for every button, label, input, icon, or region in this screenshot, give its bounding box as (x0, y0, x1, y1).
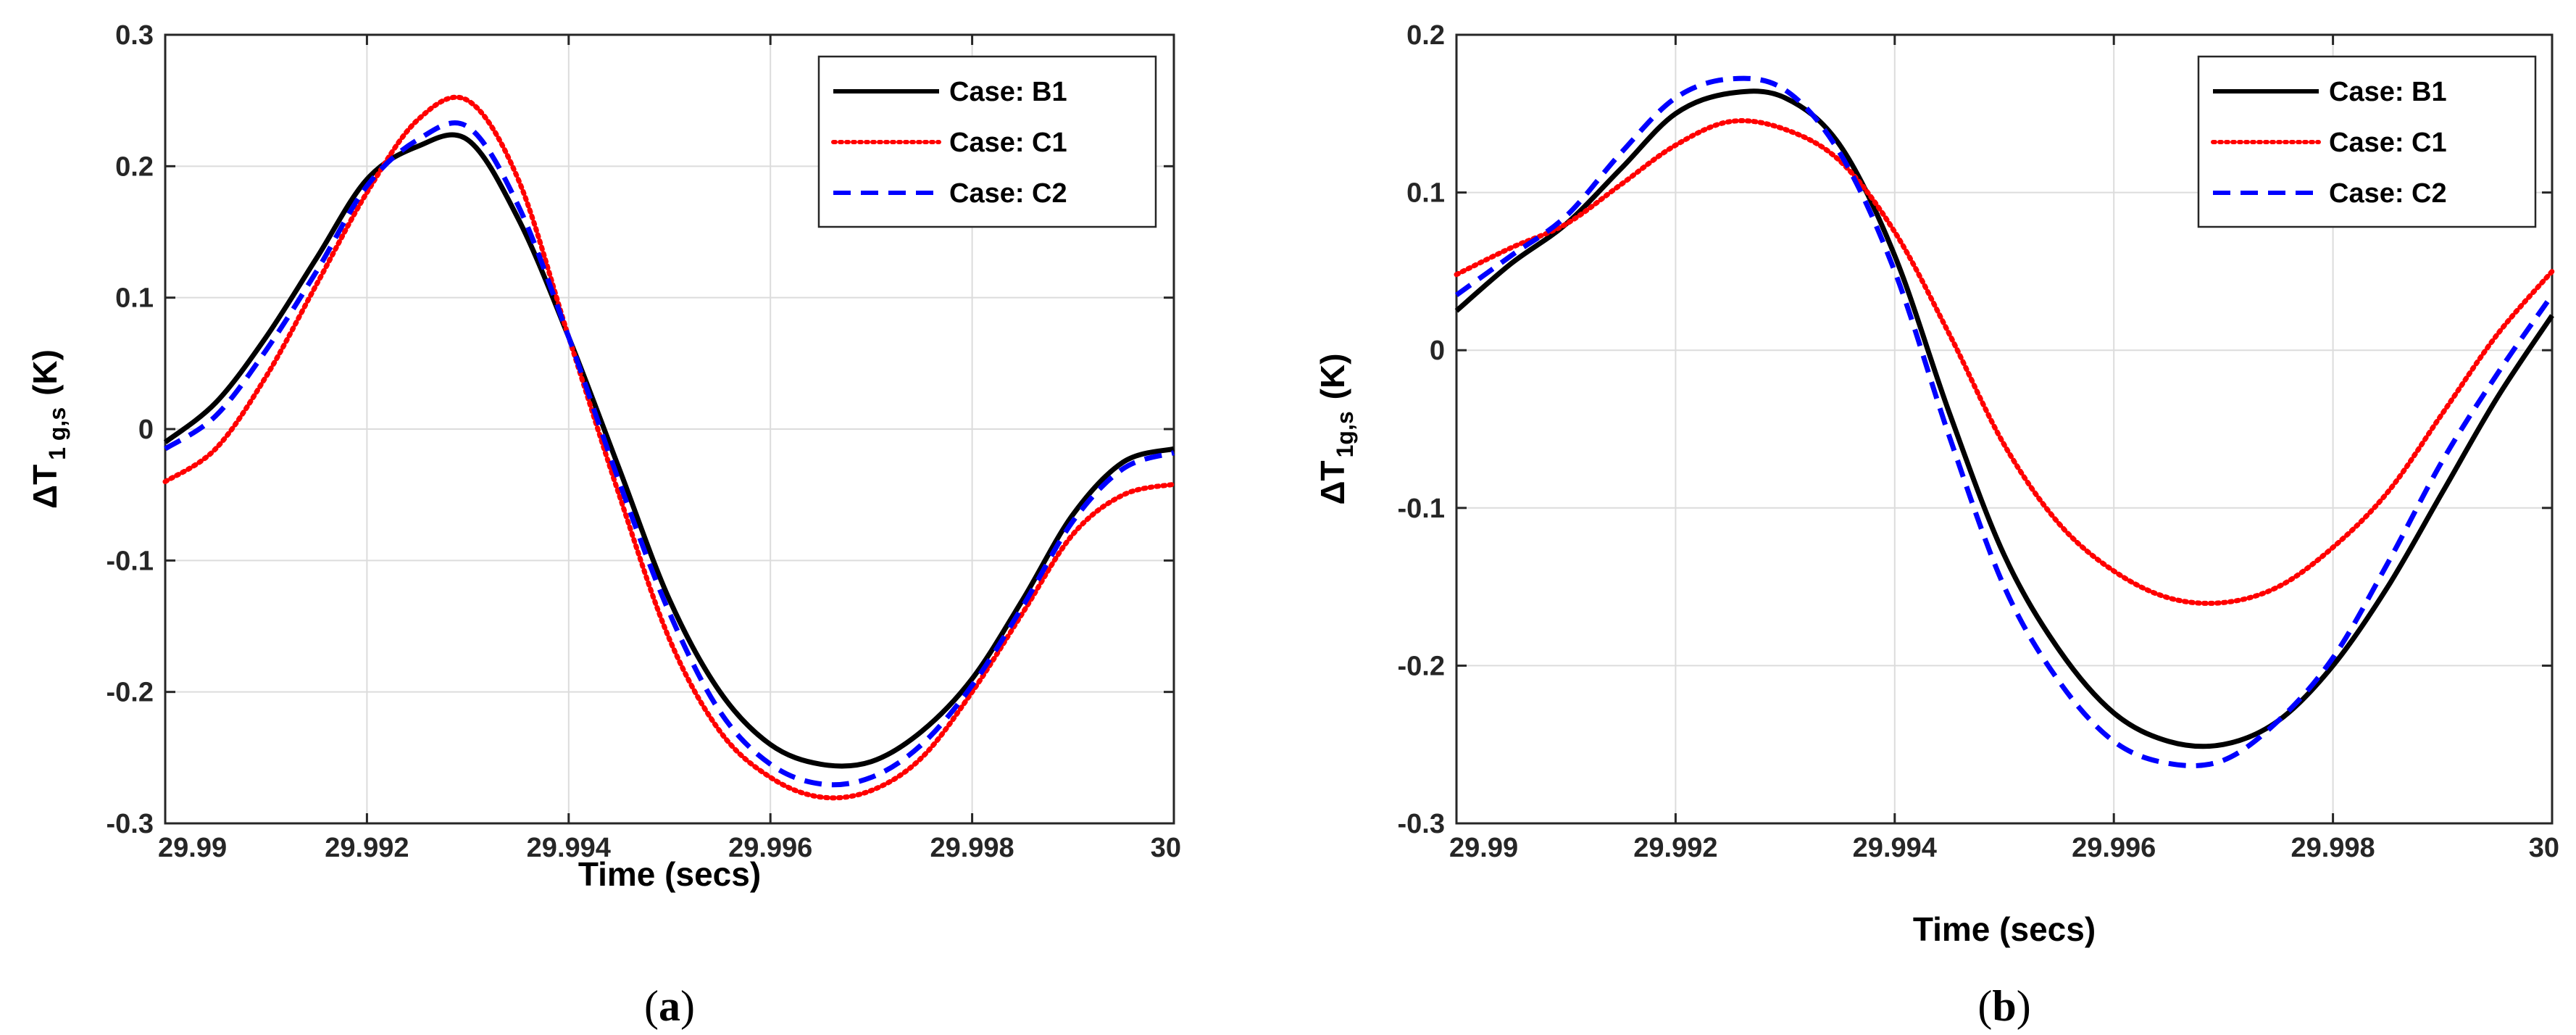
y-axis-label-sub-b: 1g,s (1332, 411, 1358, 457)
caption-b: (b) (1977, 982, 2030, 1030)
legend-label-c2-b: Case: C2 (2329, 178, 2447, 209)
series-line-case-c1-b (1454, 118, 2555, 606)
series-line-case-c2-a (164, 120, 1175, 788)
legend-a: Case: B1 Case: C1 Case: C2 (817, 55, 1157, 228)
x-tick-label-b: 29.994 (1853, 833, 1937, 863)
y-tick-label-b: 0.2 (1406, 20, 1445, 51)
series-group-b (1454, 75, 2555, 769)
series-line-case-b1-a (163, 132, 1175, 769)
ticks-b: 29.99 29.992 29.994 29.996 29.998 30 -0.3 -0.2 -… (1398, 20, 2559, 863)
y-tick-label-a: 0.2 (115, 151, 154, 182)
panel-b: 29.99 29.992 29.994 29.996 29.998 30 -0.3 -0.2 -… (1314, 20, 2559, 1030)
x-tick-label-b: 29.99 (1449, 833, 1518, 863)
x-axis-label-a: Time (secs) (578, 855, 761, 893)
legend-label-b1-b: Case: B1 (2329, 77, 2447, 107)
x-tick-label-b: 30 (2529, 833, 2559, 863)
grid-b (1456, 35, 2552, 823)
legend-label-c1-a: Case: C1 (949, 128, 1067, 158)
y-axis-label-main-b: ΔT (1314, 460, 1351, 504)
y-axis-label-sub-a: 1 g,s (44, 407, 70, 460)
y-tick-label-b: -0.1 (1398, 494, 1445, 524)
y-axis-label-unit-b: (K) (1314, 353, 1351, 399)
panel-a: 29.99 29.992 29.994 29.996 29.998 30 -0.3 -0.2 -… (26, 20, 1181, 1030)
y-tick-label-a: 0.1 (115, 283, 154, 314)
x-tick-label-b: 29.996 (2072, 833, 2156, 863)
x-tick-label-a: 30 (1151, 833, 1181, 863)
caption-a-open: ( (644, 982, 659, 1030)
y-tick-label-b: 0.1 (1406, 178, 1445, 209)
y-axis-label-main-a: ΔT (26, 465, 64, 509)
x-tick-label-a: 29.996 (728, 833, 812, 863)
x-tick-label-a: 29.998 (930, 833, 1014, 863)
x-tick-label-a: 29.994 (527, 833, 611, 863)
x-tick-label-a: 29.992 (325, 833, 409, 863)
caption-b-letter: b (1992, 982, 2016, 1030)
series-group-a (162, 94, 1177, 801)
y-axis-label-b: ΔT 1g,s (K) (1314, 353, 1358, 504)
series-line-case-c2-b (1454, 75, 2554, 769)
y-tick-label-a: 0 (138, 415, 154, 445)
x-tick-label-b: 29.998 (2291, 833, 2375, 863)
y-tick-label-a: -0.1 (107, 546, 154, 576)
legend-label-c1-b: Case: C1 (2329, 128, 2447, 158)
series-line-case-c1-a (162, 94, 1177, 801)
x-tick-label-b: 29.992 (1633, 833, 1717, 863)
x-axis-label-b: Time (secs) (1913, 910, 2096, 948)
caption-a-letter: a (659, 982, 680, 1030)
y-tick-label-b: -0.3 (1398, 809, 1445, 839)
caption-b-close: ) (2017, 982, 2031, 1030)
y-axis-label-a: ΔT 1 g,s (K) (26, 349, 70, 509)
legend-label-b1-a: Case: B1 (949, 77, 1067, 107)
series-line-case-b1-b (1454, 88, 2554, 749)
y-tick-label-b: 0 (1430, 336, 1445, 366)
caption-a-close: ) (680, 982, 695, 1030)
caption-b-open: ( (1977, 982, 1992, 1030)
legend-label-c2-a: Case: C2 (949, 178, 1067, 209)
y-tick-label-a: -0.3 (107, 809, 154, 839)
legend-box-a (817, 55, 1157, 228)
legend-b: Case: B1 Case: C1 Case: C2 (2197, 55, 2537, 228)
y-tick-label-b: -0.2 (1398, 651, 1445, 681)
x-tick-label-a: 29.99 (158, 833, 227, 863)
y-axis-label-unit-a: (K) (26, 349, 64, 396)
y-tick-label-a: 0.3 (115, 20, 154, 51)
caption-a: (a) (644, 982, 695, 1030)
y-tick-label-a: -0.2 (107, 678, 154, 708)
ticks-a: 29.99 29.992 29.994 29.996 29.998 30 -0.3 -0.2 -… (107, 20, 1181, 863)
